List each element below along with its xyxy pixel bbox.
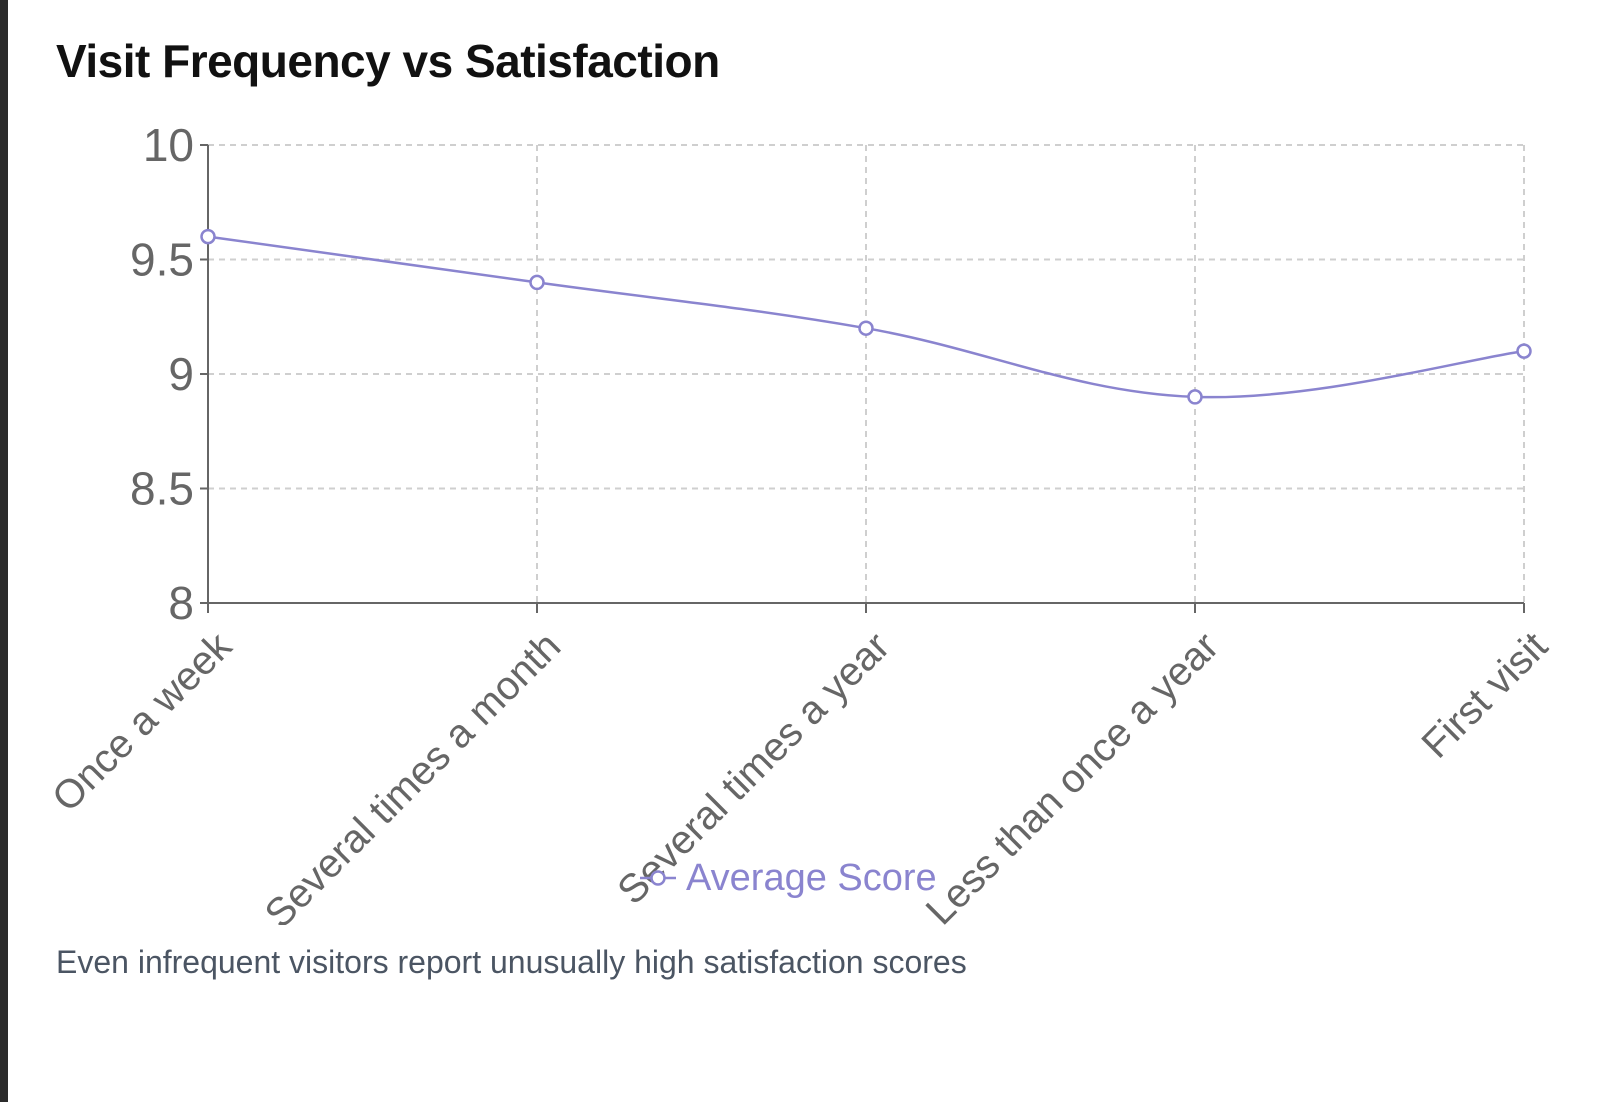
x-tick-label: Less than once a year <box>918 624 1227 925</box>
data-point <box>529 274 545 291</box>
chart-title: Visit Frequency vs Satisfaction <box>56 35 720 87</box>
y-tick-label: 9 <box>168 348 194 400</box>
chart-area: 8 8.5 9 9.5 10 Once a week Several times a mon… <box>8 0 1598 925</box>
window-left-edge <box>0 0 8 1102</box>
x-tick-label: Once a week <box>44 623 241 820</box>
data-point <box>858 320 874 336</box>
x-tick-label: Several times a month <box>257 624 570 925</box>
data-point <box>1516 343 1532 359</box>
y-tick-label: 9.5 <box>130 234 194 286</box>
data-point <box>1187 389 1203 405</box>
line-chart: 8 8.5 9 9.5 10 Once a week Several times a mon… <box>44 119 1556 925</box>
legend-marker <box>650 870 666 886</box>
legend-label: Average Score <box>686 857 937 899</box>
chart-caption: Even infrequent visitors report unusuall… <box>56 944 967 980</box>
x-tick-label: First visit <box>1413 624 1556 767</box>
data-point <box>200 228 216 245</box>
y-tick-label: 10 <box>143 119 194 171</box>
y-tick-label: 8 <box>168 577 194 629</box>
chart-card: Visit Frequency vs Satisfaction 8 8.5 9 9.5… <box>8 0 1598 1102</box>
y-tick-label: 8.5 <box>130 463 194 515</box>
